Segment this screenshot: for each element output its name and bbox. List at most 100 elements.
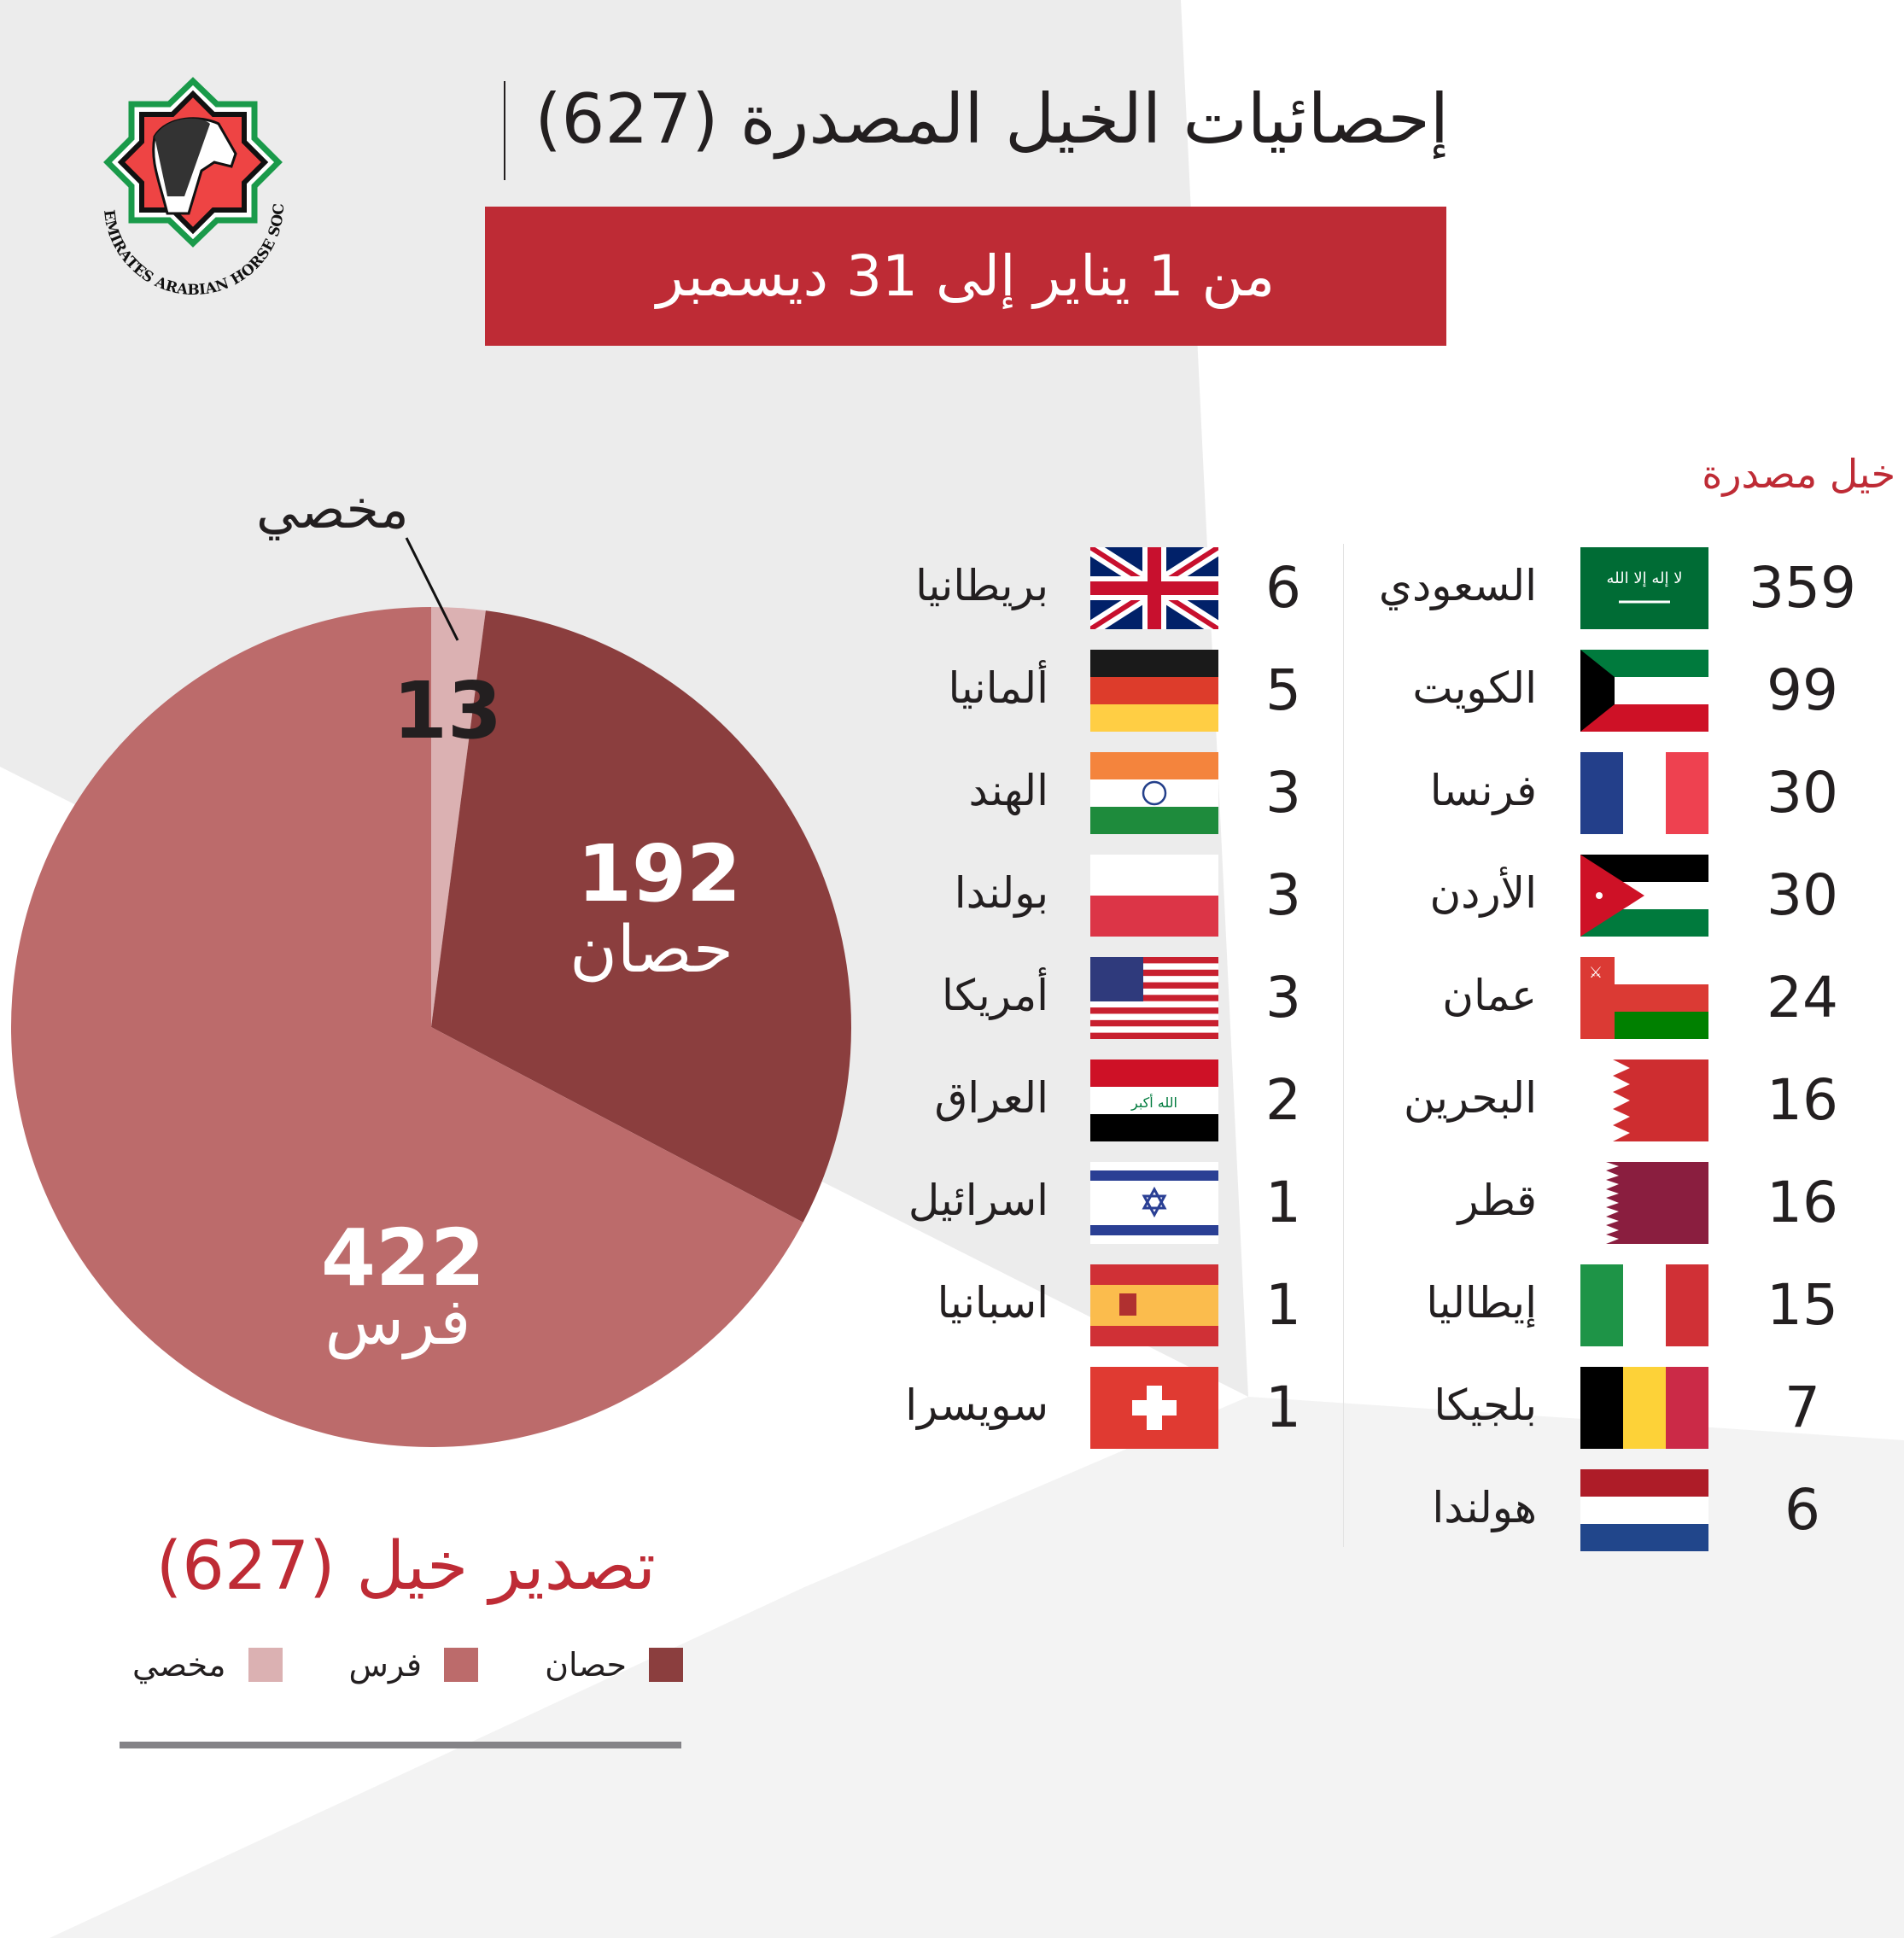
page-title: إحصائيات الخيل المصدرة (627): [534, 79, 1449, 159]
country-row: 6 هولندا: [0, 1469, 1904, 1551]
emirates-arabian-horse-society-logo: EMIRATES ARABIAN HORSE SOCIETY: [80, 77, 288, 299]
pie-slice-mare: [10, 607, 803, 1447]
country-row: 3 الهند: [0, 752, 1904, 834]
country-row: 16 قطر: [0, 1162, 1904, 1244]
country-row: 24 ⚔ عمان: [0, 957, 1904, 1039]
country-name: البحرين: [1403, 1073, 1537, 1123]
country-export-count: 3: [1265, 965, 1301, 1030]
poland-flag-icon: [1090, 855, 1218, 937]
country-row: 16 البحرين: [0, 1059, 1904, 1141]
svg-text:⚔: ⚔: [1589, 964, 1603, 982]
legend-item-gelding: مخصي: [132, 1646, 283, 1684]
mare-slice-label: فرس: [324, 1283, 471, 1359]
country-row: 359 لا إله إلا الله السعودي: [0, 547, 1904, 629]
date-range-text: من 1 يناير إلى 31 ديسمبر: [656, 243, 1276, 309]
legend-title: تصدير خيل (627): [155, 1528, 656, 1605]
saudi-flag-icon: لا إله إلا الله: [1580, 547, 1708, 629]
country-row: 5 ألمانيا: [0, 650, 1904, 732]
country-name: إيطاليا: [1426, 1278, 1537, 1328]
pie-slice-gelding: [431, 607, 486, 1027]
country-row: 1 اسرائيل: [0, 1162, 1904, 1244]
date-range-banner: من 1 يناير إلى 31 ديسمبر: [485, 207, 1446, 346]
country-export-count: 3: [1265, 760, 1301, 826]
divider-rule: [120, 1742, 681, 1748]
stallion-slice-label: حصان: [569, 911, 733, 987]
country-export-count: 16: [1767, 1170, 1838, 1235]
country-export-count: 1: [1265, 1272, 1301, 1338]
legend-label: مخصي: [132, 1646, 226, 1684]
country-export-count: 15: [1767, 1272, 1838, 1338]
country-name: أمريكا: [941, 971, 1048, 1020]
legend-item-mare: فرس: [349, 1646, 479, 1684]
country-row: 3 بولندا: [0, 855, 1904, 937]
gelding-callout-label: مخصي: [256, 478, 409, 540]
iraq-flag-icon: الله أكبر: [1090, 1059, 1218, 1141]
country-name: قطر: [1457, 1176, 1537, 1225]
legend-item-stallion: حصان: [545, 1646, 683, 1684]
country-name: الأردن: [1429, 868, 1537, 918]
country-export-count: 30: [1767, 862, 1838, 928]
title-cursor-bar: [504, 81, 505, 180]
country-row: 3 أمريكا: [0, 957, 1904, 1039]
qatar-flag-icon: [1580, 1162, 1708, 1244]
israel-flag-icon: [1090, 1162, 1218, 1244]
spain-flag-icon: [1090, 1264, 1218, 1346]
legend-swatch: [649, 1648, 683, 1682]
country-row: 15 إيطاليا: [0, 1264, 1904, 1346]
stallion-value-label: 192: [576, 828, 742, 919]
country-export-count: 6: [1265, 555, 1301, 621]
italy-flag-icon: [1580, 1264, 1708, 1346]
legend-swatch: [248, 1648, 283, 1682]
country-row: 2 الله أكبر العراق: [0, 1059, 1904, 1141]
country-name: بلجيكا: [1434, 1381, 1537, 1430]
france-flag-icon: [1580, 752, 1708, 834]
netherlands-flag-icon: [1580, 1469, 1708, 1551]
country-export-count: 6: [1784, 1477, 1820, 1543]
country-name: بريطانيا: [915, 561, 1048, 610]
country-name: العراق: [934, 1073, 1048, 1123]
country-row: 1 سويسرا: [0, 1367, 1904, 1449]
bahrain-flag-icon: [1580, 1059, 1708, 1141]
country-export-count: 3: [1265, 862, 1301, 928]
country-row: 7 بلجيكا: [0, 1367, 1904, 1449]
country-export-count: 7: [1784, 1375, 1820, 1440]
country-row: 99 الكويت: [0, 650, 1904, 732]
germany-flag-icon: [1090, 650, 1218, 732]
country-row: 30 فرنسا: [0, 752, 1904, 834]
gelding-value-label: 13: [392, 665, 503, 756]
country-name: السعودي: [1378, 561, 1537, 610]
country-export-count: 2: [1265, 1067, 1301, 1133]
country-name: ألمانيا: [948, 663, 1048, 713]
country-row: 6 بريطانيا: [0, 547, 1904, 629]
mare-value-label: 422: [320, 1212, 486, 1304]
legend-label: حصان: [545, 1646, 627, 1684]
svg-text:الله أكبر: الله أكبر: [1130, 1094, 1177, 1112]
country-name: اسبانيا: [937, 1278, 1048, 1328]
chart-legend: حصان فرس مخصي: [120, 1639, 683, 1690]
pie-chart: [10, 607, 851, 1447]
column-divider: [1343, 544, 1344, 1547]
country-name: اسرائيل: [908, 1176, 1048, 1225]
country-export-count: 99: [1767, 657, 1838, 723]
switzerland-flag-icon: [1090, 1367, 1218, 1449]
country-name: عمان: [1442, 971, 1537, 1020]
oman-flag-icon: ⚔: [1580, 957, 1708, 1039]
country-export-count: 16: [1767, 1067, 1838, 1133]
svg-text:لا إله إلا الله: لا إله إلا الله: [1607, 569, 1683, 587]
country-export-count: 1: [1265, 1170, 1301, 1235]
country-export-count: 359: [1749, 555, 1856, 621]
country-export-count: 24: [1767, 965, 1838, 1030]
jordan-flag-icon: [1580, 855, 1708, 937]
india-flag-icon: [1090, 752, 1218, 834]
country-export-count: 5: [1265, 657, 1301, 723]
country-name: سويسرا: [905, 1381, 1048, 1430]
country-row: 30 الأردن: [0, 855, 1904, 937]
uk-flag-icon: [1090, 547, 1218, 629]
country-export-count: 30: [1767, 760, 1838, 826]
usa-flag-icon: [1090, 957, 1218, 1039]
legend-swatch: [444, 1648, 479, 1682]
legend-label: فرس: [348, 1646, 423, 1684]
country-name: فرنسا: [1429, 766, 1537, 815]
country-name: الهند: [968, 766, 1048, 815]
country-export-count: 1: [1265, 1375, 1301, 1440]
